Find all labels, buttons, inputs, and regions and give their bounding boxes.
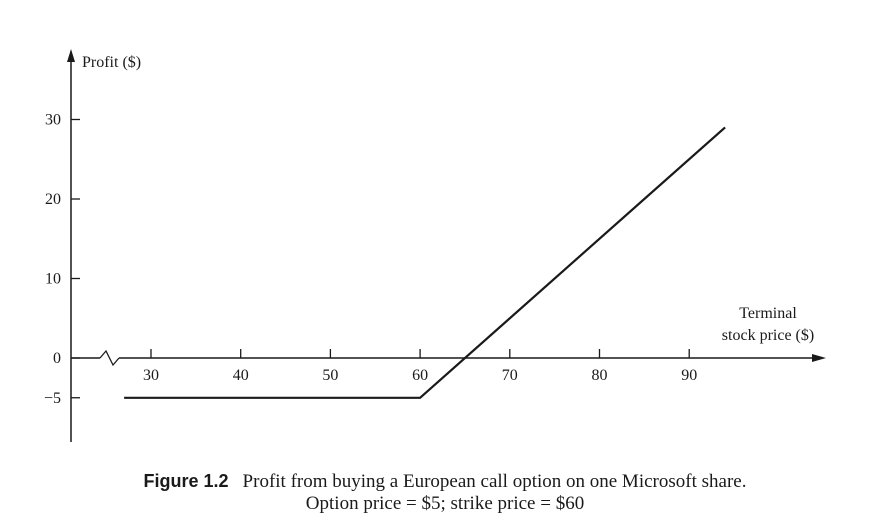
x-tick-label: 90 — [681, 367, 697, 384]
x-axis-arrow — [812, 354, 826, 362]
y-tick-label: 10 — [45, 271, 61, 288]
y-axis-arrow — [67, 49, 75, 62]
caption-text-1: Profit from buying a European call optio… — [242, 471, 747, 492]
y-tick-label: −5 — [44, 390, 61, 407]
x-tick-label: 60 — [412, 367, 428, 384]
x-tick-label: 30 — [143, 367, 159, 384]
x-tick-label: 50 — [322, 367, 338, 384]
x-axis-label-line: stock price ($) — [722, 327, 814, 344]
y-tick-label: 30 — [45, 112, 61, 129]
caption-line-1: Figure 1.2 Profit from buying a European … — [0, 470, 890, 493]
x-axis-break — [99, 349, 120, 367]
ticks: 30 20 10 0 −5 30 40 50 60 70 80 90 — [44, 112, 697, 407]
x-tick-label: 80 — [592, 367, 608, 384]
y-axis-label: Profit ($) — [82, 54, 141, 71]
y-tick-label: 0 — [53, 350, 61, 367]
figure-label: Figure 1.2 — [143, 471, 229, 491]
y-tick-label: 20 — [45, 191, 61, 208]
x-axis-label-line: Terminal — [739, 305, 797, 322]
axis-labels: Profit ($) Terminal stock price ($) — [82, 54, 814, 344]
x-tick-label: 70 — [502, 367, 518, 384]
series — [124, 126, 726, 399]
figure-caption: Figure 1.2 Profit from buying a European … — [0, 470, 890, 515]
caption-line-2: Option price = $5; strike price = $60 — [305, 493, 585, 514]
profit-line — [124, 126, 726, 399]
x-tick-label: 40 — [233, 367, 249, 384]
axes — [67, 49, 826, 442]
profit-chart: 30 20 10 0 −5 30 40 50 60 70 80 90 Profit ($) Termin… — [44, 49, 826, 442]
